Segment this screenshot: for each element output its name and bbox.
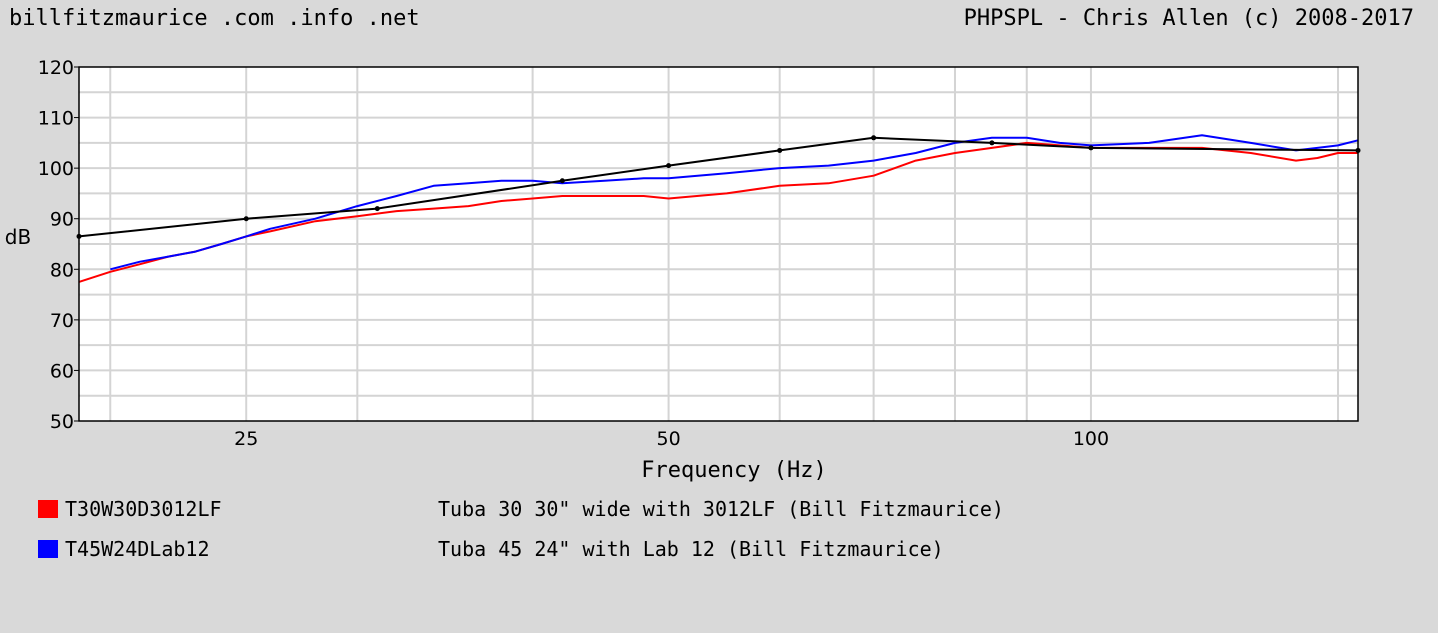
legend-series-name: T45W24DLab12 <box>65 537 210 561</box>
header-site-text: billfitzmaurice .com .info .net <box>9 6 420 31</box>
spl-chart: 50 60 70 80 90 100 110 120 25 50 100 Frequency (Hz… <box>5 57 1361 483</box>
plot-border <box>78 66 1359 422</box>
y-tick-label: 90 <box>50 209 74 231</box>
y-tick-label: 110 <box>38 108 74 130</box>
grid-lines <box>79 67 1358 421</box>
series-marker <box>871 135 877 141</box>
series-marker <box>989 140 995 146</box>
y-tick-label: 80 <box>50 259 74 281</box>
x-axis-label: Frequency (Hz) <box>641 458 826 483</box>
y-tick-label: 100 <box>38 158 74 180</box>
tick-labels: 50 60 70 80 90 100 110 120 25 50 100 <box>38 57 1109 450</box>
series-marker <box>666 163 672 169</box>
series-marker <box>777 147 783 153</box>
legend-series-description: Tuba 30 30" wide with 3012LF (Bill Fitzm… <box>438 497 1004 521</box>
y-tick-label: 70 <box>50 310 74 332</box>
y-tick-label: 120 <box>38 57 74 79</box>
legend-swatch-blue <box>38 540 58 558</box>
series-layer <box>76 134 1361 283</box>
y-axis-label: dB <box>5 225 31 249</box>
series-marker <box>1088 145 1094 151</box>
series-line-2 <box>78 136 1359 238</box>
legend-entry-red: T30W30D3012LF Tuba 30 30" wide with 3012… <box>38 497 1004 593</box>
legend-series-name: T30W30D3012LF <box>65 497 222 521</box>
y-tick-label: 50 <box>50 411 74 433</box>
y-tick-label: 60 <box>50 360 74 382</box>
legend-entry-blue: T45W24DLab12 Tuba 45 24" with Lab 12 (Bi… <box>38 537 944 633</box>
x-tick-label: 25 <box>234 428 258 450</box>
series-marker <box>559 178 565 184</box>
series-marker <box>243 216 249 222</box>
x-tick-label: 50 <box>656 428 680 450</box>
x-tick-label: 100 <box>1073 428 1109 450</box>
legend-swatch-red <box>38 500 58 518</box>
legend-series-description: Tuba 45 24" with Lab 12 (Bill Fitzmauric… <box>438 537 944 561</box>
series-line-1 <box>110 134 1359 271</box>
header-credit-text: PHPSPL - Chris Allen (c) 2008-2017 <box>963 6 1414 31</box>
series-marker <box>374 206 380 212</box>
